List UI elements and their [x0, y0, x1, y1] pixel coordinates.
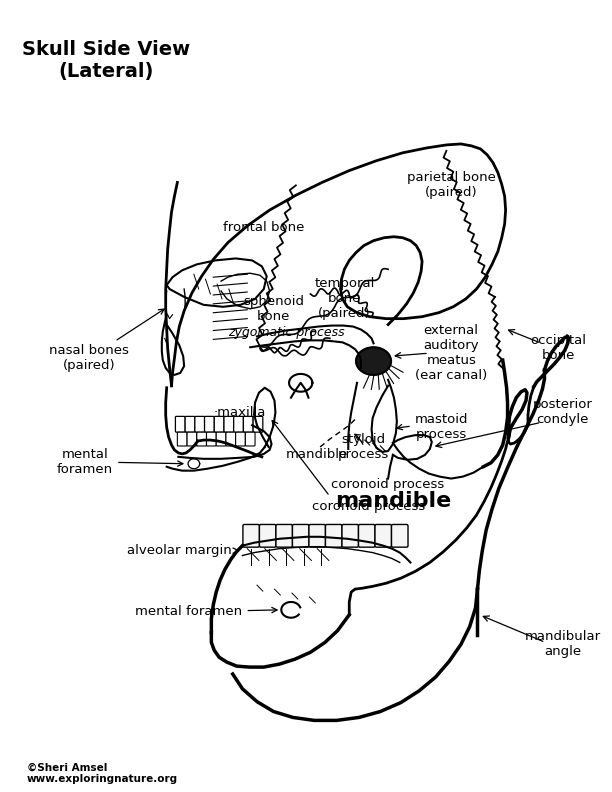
Text: alveolar margin: alveolar margin	[127, 544, 238, 557]
FancyBboxPatch shape	[259, 524, 276, 547]
FancyBboxPatch shape	[206, 432, 216, 446]
FancyBboxPatch shape	[243, 524, 259, 547]
FancyBboxPatch shape	[216, 432, 226, 446]
FancyBboxPatch shape	[342, 524, 359, 547]
Text: styloid
process: styloid process	[338, 433, 389, 461]
Text: temporal
bone
(paired): temporal bone (paired)	[314, 277, 375, 321]
Text: occipital
bone: occipital bone	[530, 334, 586, 362]
FancyBboxPatch shape	[197, 432, 206, 446]
Text: external
auditory
meatus
(ear canal): external auditory meatus (ear canal)	[415, 324, 487, 383]
FancyBboxPatch shape	[176, 417, 185, 432]
Text: coronoid process: coronoid process	[312, 500, 425, 512]
Text: mandible: mandible	[286, 448, 348, 462]
FancyBboxPatch shape	[276, 524, 293, 547]
Text: ©Sheri Amsel
www.exploringnature.org: ©Sheri Amsel www.exploringnature.org	[27, 763, 178, 784]
FancyBboxPatch shape	[245, 432, 255, 446]
FancyBboxPatch shape	[204, 417, 214, 432]
FancyBboxPatch shape	[236, 432, 245, 446]
Text: (Lateral): (Lateral)	[59, 62, 154, 81]
FancyBboxPatch shape	[326, 524, 342, 547]
FancyBboxPatch shape	[195, 417, 204, 432]
FancyBboxPatch shape	[187, 432, 197, 446]
FancyBboxPatch shape	[244, 417, 253, 432]
FancyBboxPatch shape	[375, 524, 392, 547]
FancyBboxPatch shape	[185, 417, 195, 432]
FancyBboxPatch shape	[214, 417, 224, 432]
FancyBboxPatch shape	[224, 417, 234, 432]
FancyBboxPatch shape	[253, 417, 263, 432]
Text: sphenoid
bone: sphenoid bone	[243, 295, 304, 323]
Text: mental foramen: mental foramen	[135, 605, 277, 619]
Text: Skull Side View: Skull Side View	[23, 40, 190, 59]
FancyBboxPatch shape	[234, 417, 244, 432]
Text: coronoid process: coronoid process	[332, 478, 445, 491]
Polygon shape	[356, 347, 391, 375]
FancyBboxPatch shape	[359, 524, 375, 547]
Text: posterior
condyle: posterior condyle	[533, 398, 593, 426]
FancyBboxPatch shape	[177, 432, 187, 446]
FancyBboxPatch shape	[309, 524, 326, 547]
Text: mandibular
angle: mandibular angle	[525, 630, 601, 658]
Text: zygomatic process: zygomatic process	[228, 326, 345, 339]
Text: mastoid
process: mastoid process	[397, 413, 468, 441]
Text: mental
foramen: mental foramen	[57, 447, 183, 476]
Text: frontal bone: frontal bone	[223, 221, 305, 234]
FancyBboxPatch shape	[226, 432, 236, 446]
Text: parietal bone
(paired): parietal bone (paired)	[407, 171, 496, 200]
Text: nasal bones
(paired): nasal bones (paired)	[49, 309, 164, 372]
Text: mandible: mandible	[335, 491, 451, 512]
FancyBboxPatch shape	[293, 524, 309, 547]
Text: ·maxilla: ·maxilla	[214, 406, 266, 419]
FancyBboxPatch shape	[392, 524, 408, 547]
